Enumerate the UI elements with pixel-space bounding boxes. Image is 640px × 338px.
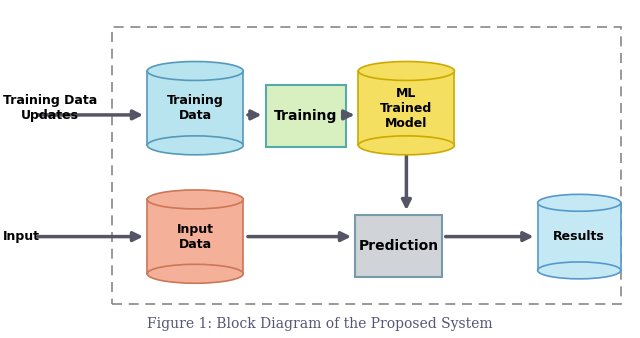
Text: Training
Data: Training Data (167, 94, 223, 122)
Ellipse shape (358, 136, 454, 155)
FancyBboxPatch shape (266, 84, 346, 147)
FancyBboxPatch shape (355, 215, 442, 277)
Text: Input
Data: Input Data (177, 223, 214, 250)
Ellipse shape (147, 190, 243, 209)
Polygon shape (538, 203, 621, 270)
Text: Figure 1: Block Diagram of the Proposed System: Figure 1: Block Diagram of the Proposed … (147, 317, 493, 331)
Ellipse shape (147, 264, 243, 283)
Text: Results: Results (554, 230, 605, 243)
Text: Training Data
Updates: Training Data Updates (3, 94, 97, 122)
Text: Input: Input (3, 230, 40, 243)
Polygon shape (147, 199, 243, 274)
Ellipse shape (538, 194, 621, 211)
Ellipse shape (358, 62, 454, 80)
Ellipse shape (147, 62, 243, 80)
Text: ML
Trained
Model: ML Trained Model (380, 87, 433, 130)
Text: Training: Training (274, 109, 337, 123)
Text: Prediction: Prediction (358, 239, 438, 253)
Polygon shape (358, 71, 454, 145)
Ellipse shape (538, 262, 621, 279)
Ellipse shape (147, 136, 243, 155)
Polygon shape (147, 71, 243, 145)
